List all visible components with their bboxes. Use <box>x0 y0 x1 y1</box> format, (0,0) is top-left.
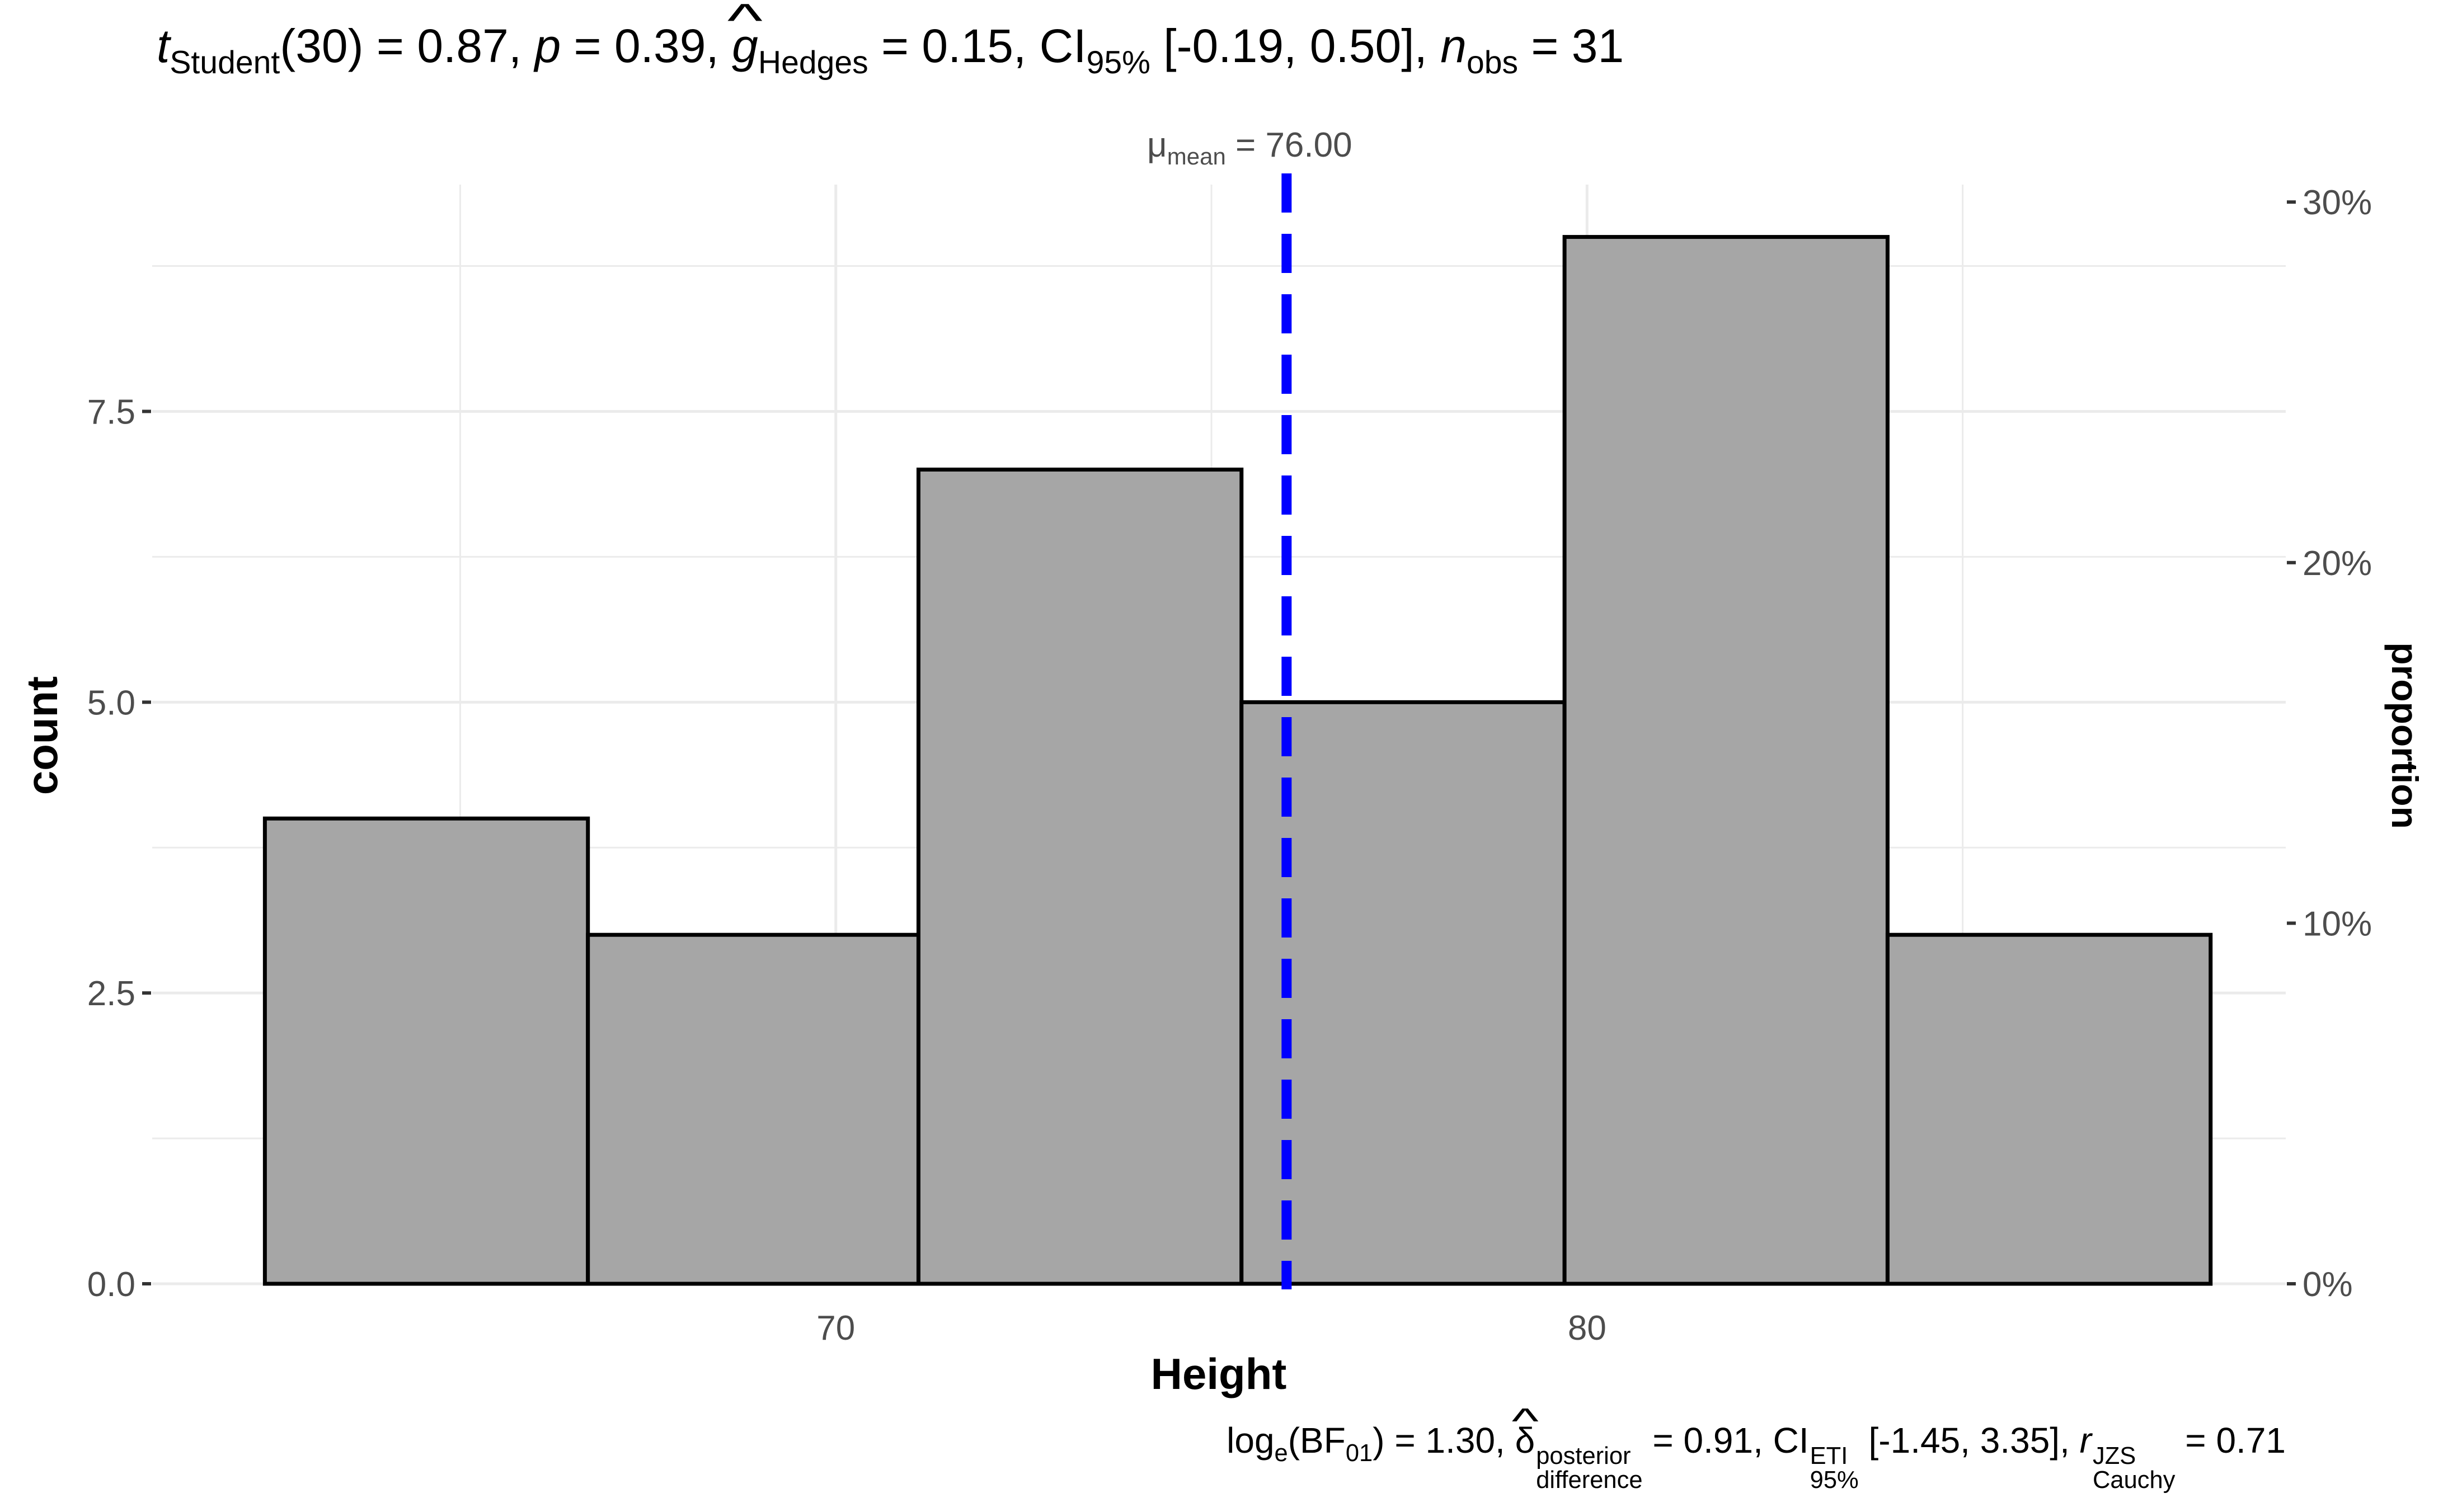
delta-subscript: difference <box>1536 1467 1643 1494</box>
caption-bayesian-stats: loge(BF01) = 1.30, δposteriordifference … <box>1227 1420 2286 1493</box>
r-value: = 0.71 <box>2175 1420 2286 1461</box>
delta-value: = 0.91, CI <box>1642 1420 1809 1461</box>
y2-tick-label: 30% <box>2303 183 2372 222</box>
y-tick-label: 0.0 <box>87 1265 135 1304</box>
t-statistic: (30) = 0.87, <box>280 20 535 72</box>
mean-subscript: mean <box>1167 143 1226 169</box>
t-symbol: t <box>157 20 170 72</box>
histogram-bar <box>262 816 590 1286</box>
subtitle-frequentist-stats: tStudent(30) = 0.87, p = 0.39, gHedges =… <box>157 19 1624 81</box>
x-tick-label: 80 <box>1568 1309 1606 1348</box>
p-value: = 0.39, <box>561 20 732 72</box>
histogram-bars <box>262 235 2213 1286</box>
n-value: = 31 <box>1518 20 1624 72</box>
ci-value-bayes: [-1.45, 3.35], <box>1858 1420 2080 1461</box>
y-tick-label: 2.5 <box>87 974 135 1013</box>
mean-value: = 76.00 <box>1226 126 1352 164</box>
r-symbol: r <box>2079 1420 2092 1461</box>
t-subscript: Student <box>170 44 280 81</box>
mean-annotation: μmean = 76.00 <box>1147 126 1352 169</box>
ci-value: [-0.19, 0.50], <box>1150 20 1441 72</box>
y2-tick-label: 10% <box>2303 905 2372 943</box>
y-axis-title: count <box>17 676 67 795</box>
histogram-bar <box>586 932 920 1286</box>
p-symbol: p <box>534 20 561 72</box>
delta-scripts: posterior difference <box>1536 1444 1642 1493</box>
y2-tick-label: 0% <box>2303 1265 2353 1304</box>
bf-label: (BF <box>1288 1420 1346 1461</box>
y2-tick-label: 20% <box>2303 544 2372 583</box>
log-text: log <box>1227 1420 1275 1461</box>
r-scripts: JZS Cauchy <box>2093 1444 2176 1493</box>
n-subscript: obs <box>1466 44 1519 81</box>
histogram-bar <box>916 467 1244 1286</box>
g-subscript: Hedges <box>758 44 868 81</box>
y-tick-label: 7.5 <box>87 393 135 431</box>
g-value: = 0.15, CI <box>868 20 1087 72</box>
histogram-bar <box>1885 932 2213 1286</box>
n-symbol: n <box>1440 20 1467 72</box>
r-superscript: JZS <box>2092 1442 2136 1469</box>
ci-subscript: 95% <box>1086 44 1150 81</box>
mean-symbol: μ <box>1147 126 1167 164</box>
x-tick-label: 70 <box>816 1309 855 1348</box>
bf-value: ) = 1.30, <box>1373 1420 1515 1461</box>
delta-superscript: posterior <box>1536 1442 1631 1469</box>
bf-subscript: 01 <box>1345 1440 1373 1467</box>
axes: 0.0 2.5 5.0 7.5 0% 10% 20% 30% 70 80 <box>87 183 2372 1348</box>
ci-scripts: ETI 95% <box>1810 1444 1859 1493</box>
ci-subscript-bayes: 95% <box>1810 1467 1859 1494</box>
delta-symbol: δ <box>1515 1420 1535 1461</box>
ci-superscript: ETI <box>1810 1442 1848 1469</box>
r-subscript: Cauchy <box>2092 1467 2176 1494</box>
histogram-bar <box>1562 235 1890 1286</box>
histogram-bar <box>1239 700 1567 1286</box>
y2-axis-title: proportion <box>2384 642 2426 829</box>
log-subscript: e <box>1274 1440 1288 1467</box>
y-tick-label: 5.0 <box>87 684 135 722</box>
g-symbol: g <box>732 19 758 73</box>
x-axis-title: Height <box>1151 1349 1287 1398</box>
